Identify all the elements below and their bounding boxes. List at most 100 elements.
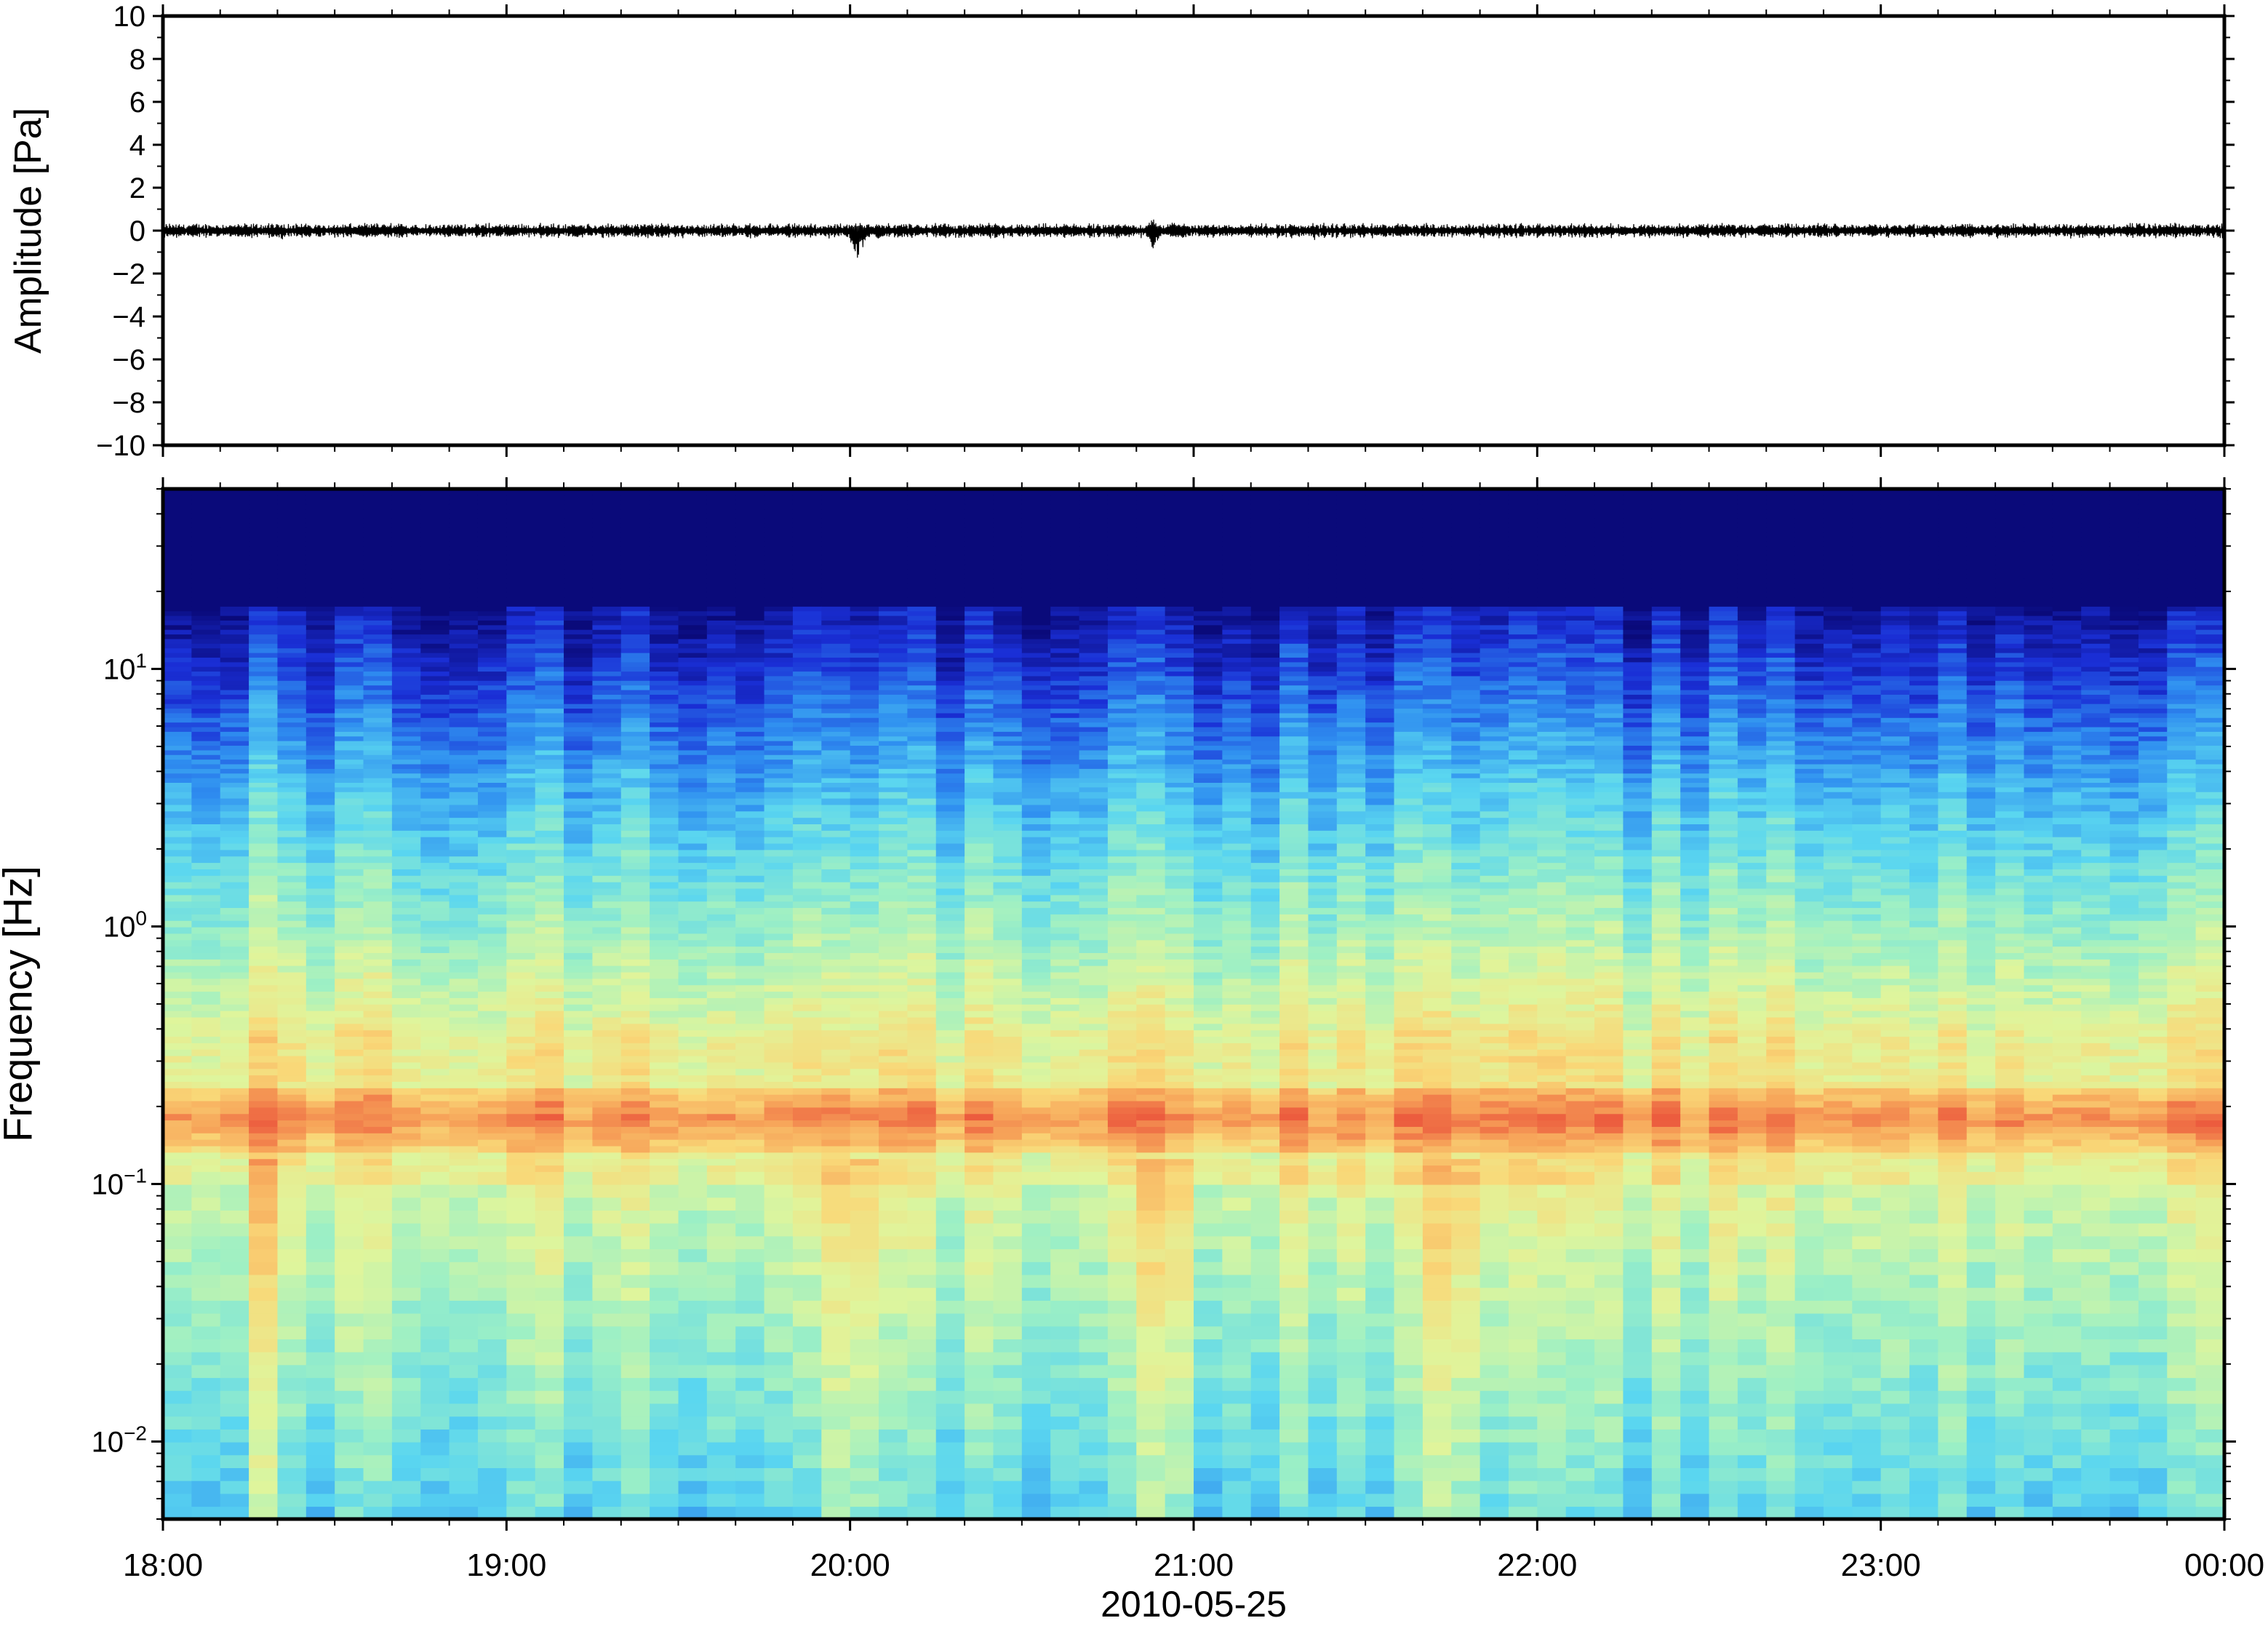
heatmap-cell [793,1210,822,1224]
heatmap-cell [163,764,192,769]
heatmap-cell [335,555,364,560]
heatmap-cell [850,490,879,495]
heatmap-cell [735,745,764,750]
heatmap-cell [907,1004,936,1011]
heatmap-cell [764,741,794,746]
heatmap-cell [793,1036,822,1043]
heatmap-cell [621,573,650,578]
heatmap-cell [191,565,220,570]
heatmap-cell [821,1152,850,1160]
heatmap-cell [936,657,965,662]
heatmap-cell [420,1056,450,1063]
heatmap-cell [306,1184,335,1198]
heatmap-cell [764,1113,794,1120]
heatmap-cell [450,750,479,755]
heatmap-cell [707,1049,736,1056]
heatmap-cell [1022,1429,1051,1443]
heatmap-cell [191,1326,220,1340]
heatmap-cell [249,952,278,960]
heatmap-cell [564,708,593,713]
heatmap-cell [277,850,306,857]
heatmap-cell [707,1223,736,1237]
heatmap-cell [793,676,822,681]
heatmap-cell [650,907,679,914]
heatmap-cell [335,792,364,799]
heatmap-cell [621,764,650,769]
heatmap-cell [821,778,850,783]
heatmap-cell [163,837,192,844]
heatmap-cell [420,639,450,644]
heatmap-cell [306,722,335,727]
heatmap-cell [220,514,249,519]
heatmap-cell [564,694,593,699]
heatmap-cell [220,1017,249,1024]
heatmap-cell [821,592,850,597]
heatmap-cell [735,1075,764,1082]
heatmap-cell [306,532,335,537]
heatmap-cell [821,615,850,621]
heatmap-cell [392,569,421,574]
heatmap-cell [306,914,335,921]
heatmap-cell [879,541,908,546]
heatmap-cell [936,495,965,500]
heatmap-cell [936,1184,965,1198]
heatmap-cell [707,869,736,876]
heatmap-cell [450,1062,479,1069]
heatmap-cell [191,727,220,732]
heatmap-cell [936,1300,965,1314]
heatmap-cell [1050,933,1079,941]
heatmap-cell [879,1094,908,1101]
heatmap-cell [936,1024,965,1031]
heatmap-cell [592,798,621,805]
heatmap-cell [249,1011,278,1018]
heatmap-cell [220,773,249,778]
heatmap-cell [364,1017,393,1024]
heatmap-cell [650,1403,679,1417]
heatmap-cell [650,620,679,625]
heatmap-cell [965,824,994,831]
heatmap-cell [993,901,1022,908]
heatmap-cell [936,569,965,574]
heatmap-cell [191,1011,220,1018]
heatmap-cell [821,1300,850,1314]
heatmap-cell [564,643,593,648]
heatmap-cell [1022,1455,1051,1469]
heatmap-cell [478,559,507,565]
heatmap-cell [879,1467,908,1481]
heatmap-cell [364,1197,393,1211]
heatmap-cell [592,551,621,556]
heatmap-cell [478,1043,507,1050]
heatmap-cell [850,824,879,831]
heatmap-cell [420,1107,450,1115]
heatmap-cell [306,565,335,570]
heatmap-cell [621,643,650,648]
heatmap-cell [249,1197,278,1211]
heatmap-cell [879,745,908,750]
heatmap-cell [364,731,393,736]
heatmap-cell [621,634,650,639]
heatmap-cell [364,634,393,639]
heatmap-cell [621,727,650,732]
heatmap-cell [220,559,249,565]
heatmap-cell [850,676,879,681]
heatmap-cell [793,914,822,921]
heatmap-cell [220,708,249,713]
heatmap-cell [535,653,564,658]
heatmap-cell [679,606,708,611]
heatmap-cell [764,643,794,648]
heatmap-cell [420,699,450,704]
heatmap-cell [650,555,679,560]
heatmap-cell [335,541,364,546]
heatmap-cell [821,862,850,869]
heatmap-cell [764,946,794,953]
heatmap-cell [735,662,764,667]
heatmap-cell [821,1210,850,1224]
heatmap-cell [535,573,564,578]
heatmap-cell [506,959,535,966]
heatmap-cell [764,727,794,732]
heatmap-cell [535,1133,564,1140]
heatmap-cell [735,592,764,597]
heatmap-cell [163,1158,192,1165]
heatmap-cell [392,1081,421,1088]
heatmap-cell [965,647,994,653]
